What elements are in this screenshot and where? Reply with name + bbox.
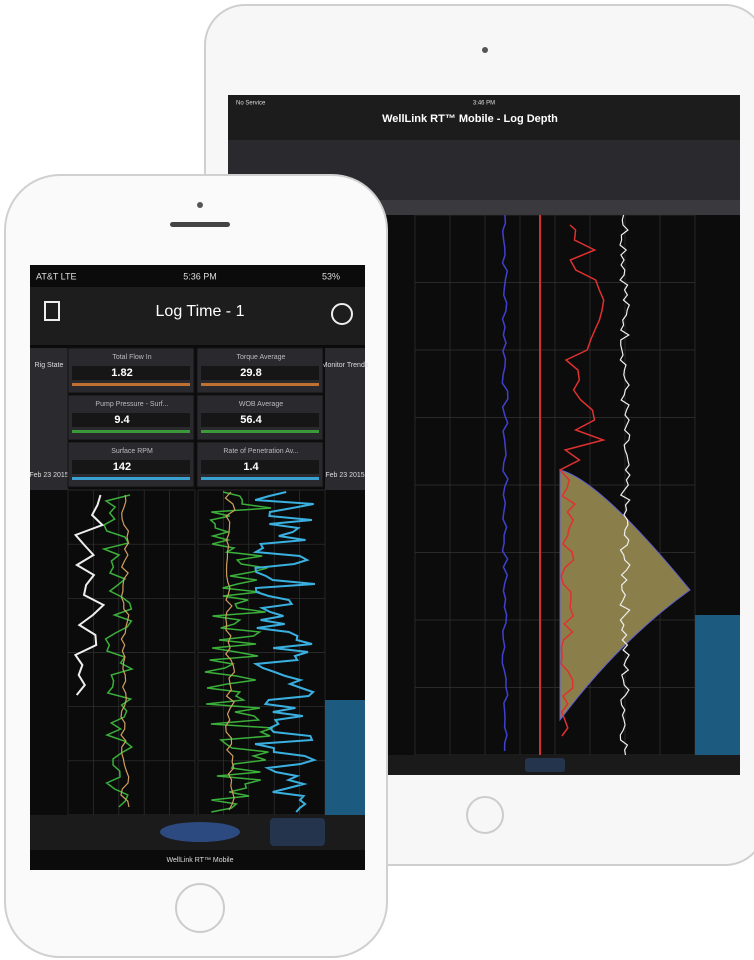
- gauge-bar: [201, 477, 319, 480]
- gauge-bar: [72, 477, 190, 480]
- track-curve: [252, 491, 318, 813]
- phone-speaker: [170, 222, 230, 227]
- gauge-bar: [72, 430, 190, 433]
- gauge-field: [201, 413, 319, 427]
- gauge-value: 9.4: [114, 414, 130, 426]
- date-left: Feb 23 2015: [29, 472, 68, 479]
- gauge-name: Pump Pressure - Surf...: [95, 401, 168, 408]
- gauge-name: WOB Average: [239, 401, 283, 408]
- tablet-time: 3:46 PM: [473, 101, 495, 107]
- gauge-field: [72, 460, 190, 474]
- left-panel-label: Rig State: [35, 362, 64, 369]
- gauge-value: 1.4: [243, 461, 259, 473]
- gauge-bar: [201, 383, 319, 386]
- refresh-button[interactable]: [270, 818, 325, 846]
- logo: [160, 822, 240, 842]
- phone-footer: WellLink RT™ Mobile: [166, 857, 233, 864]
- track-curve: [619, 214, 631, 756]
- tablet-carrier: No Service: [236, 101, 266, 107]
- tablet-refresh-button[interactable]: [525, 758, 565, 772]
- gauge-name: Rate of Penetration Av...: [223, 448, 298, 455]
- phone-title: Log Time - 1: [156, 303, 245, 320]
- track-curve: [204, 491, 273, 813]
- tablet-tracks: [414, 214, 696, 756]
- gauge-field: [201, 460, 319, 474]
- gauge-value: 1.82: [111, 367, 132, 379]
- help-button[interactable]: [331, 303, 353, 325]
- gauge-bar: [201, 430, 319, 433]
- gauge-value: 29.8: [240, 367, 261, 379]
- gauge-value: 56.4: [240, 414, 262, 426]
- gauge-name: Torque Average: [237, 354, 286, 361]
- gauge-name: Surface RPM: [111, 448, 153, 455]
- gauge-field: [72, 413, 190, 427]
- gauge-name: Total Flow In: [112, 354, 151, 361]
- date-right: Feb 23 2015: [325, 472, 364, 479]
- track-curve: [73, 494, 106, 696]
- phone-toolbar: [30, 287, 365, 345]
- tablet-depth-scroller[interactable]: [695, 615, 740, 755]
- right-panel-label[interactable]: Monitor Trends: [322, 362, 369, 369]
- gauge-grid: Total Flow In 1.82 Torque Average 29.8 Pump …: [67, 347, 324, 488]
- track-curve: [558, 224, 606, 737]
- left-panel: [30, 348, 68, 490]
- track-curve: [120, 494, 130, 808]
- phone-battery: 53%: [322, 271, 340, 281]
- phone-home-button[interactable]: [175, 883, 225, 933]
- phone-tracks: [67, 489, 326, 816]
- phone-carrier: AT&T LTE: [36, 271, 77, 281]
- gauge-field: [72, 366, 190, 380]
- phone-camera: [197, 202, 203, 208]
- track-curve: [101, 494, 134, 808]
- tablet-title: WellLink RT™ Mobile - Log Depth: [382, 113, 558, 125]
- tablet-toolbar: [228, 95, 740, 140]
- gauge-bar: [72, 383, 190, 386]
- gauge-value: 142: [113, 461, 131, 473]
- tablet-home-button[interactable]: [466, 796, 504, 834]
- phone-time-scroller[interactable]: [325, 700, 365, 815]
- share-button[interactable]: [44, 301, 60, 321]
- right-panel: [325, 348, 365, 490]
- gauge-field: [201, 366, 319, 380]
- phone-time: 5:36 PM: [183, 271, 217, 281]
- tablet-camera: [482, 47, 488, 53]
- track-curve: [224, 491, 236, 811]
- track-curve: [501, 214, 509, 752]
